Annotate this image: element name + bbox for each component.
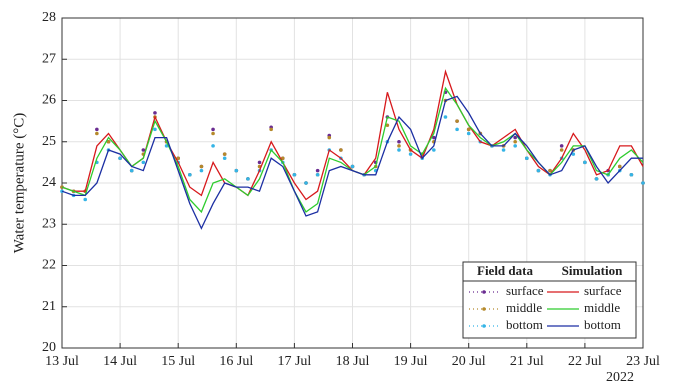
field-point	[548, 168, 552, 173]
x-tick-label: 17 Jul	[277, 354, 311, 369]
field-point	[304, 181, 308, 185]
field-point	[222, 156, 227, 161]
field-point	[153, 111, 157, 115]
x-tick-label: 23 Jul	[626, 354, 660, 369]
field-point	[234, 168, 239, 173]
field-point	[594, 177, 599, 181]
field-point	[432, 148, 436, 152]
legend-box	[462, 261, 637, 339]
field-point	[315, 168, 320, 173]
x-tick-label: 19 Jul	[394, 354, 428, 369]
field-point	[95, 131, 99, 136]
field-point	[257, 160, 262, 165]
field-point	[443, 115, 448, 119]
field-point	[141, 148, 146, 152]
legend-label: bottom	[506, 317, 543, 332]
field-point	[432, 135, 436, 140]
field-point	[339, 148, 343, 152]
legend-label: middle	[584, 300, 620, 315]
y-tick-label: 20	[42, 340, 56, 355]
field-point	[83, 197, 88, 202]
field-point	[292, 172, 297, 177]
field-point	[466, 127, 471, 132]
legend-label: middle	[506, 300, 542, 315]
field-point	[118, 156, 122, 161]
field-point	[222, 152, 227, 156]
field-point	[536, 168, 541, 173]
field-point	[455, 127, 459, 132]
x-tick-label: 16 Jul	[219, 354, 253, 369]
field-point	[199, 168, 204, 173]
legend-swatch	[482, 290, 486, 294]
field-point	[176, 156, 180, 161]
field-point	[466, 131, 471, 136]
field-point	[397, 144, 401, 148]
x-tick-label: 18 Jul	[336, 354, 370, 369]
y-tick-label: 25	[42, 134, 56, 149]
field-point	[211, 127, 215, 132]
legend-title: Field data	[477, 263, 533, 278]
field-point	[397, 148, 401, 152]
y-tick-label: 22	[42, 258, 56, 273]
legend-label: bottom	[584, 317, 621, 332]
x-tick-label: 22 Jul	[568, 354, 602, 369]
legend-label: surface	[506, 283, 544, 298]
field-point	[617, 164, 622, 169]
y-tick-label: 26	[42, 93, 56, 108]
field-point	[408, 152, 413, 156]
field-point	[385, 123, 390, 128]
x-tick-label: 15 Jul	[161, 354, 195, 369]
field-point	[629, 172, 634, 177]
x-tick-label: 20 Jul	[452, 354, 486, 369]
x-tick-label: 13 Jul	[45, 354, 79, 369]
field-point	[455, 119, 459, 123]
field-point	[153, 127, 157, 132]
field-point	[129, 168, 134, 173]
field-point	[211, 144, 215, 148]
legend-title: Simulation	[562, 263, 623, 278]
x-axis-year: 2022	[606, 370, 634, 385]
x-tick-label: 14 Jul	[103, 354, 137, 369]
y-axis-label: Water temperature (°C)	[11, 113, 27, 254]
field-point	[211, 131, 215, 136]
simulation-line	[61, 95, 643, 230]
field-point	[397, 139, 401, 144]
field-point	[501, 148, 506, 152]
field-point	[269, 127, 273, 132]
field-point	[513, 135, 517, 140]
field-point	[141, 160, 146, 165]
field-point	[559, 148, 564, 152]
legend-label: surface	[584, 283, 622, 298]
legend-swatch	[482, 307, 486, 311]
field-point	[559, 144, 564, 148]
y-tick-label: 27	[42, 51, 56, 66]
field-point	[513, 144, 517, 148]
y-tick-label: 23	[42, 216, 56, 231]
field-point	[106, 139, 111, 144]
field-point	[188, 172, 192, 177]
legend-swatch	[482, 324, 486, 328]
field-point	[571, 152, 576, 156]
field-point	[246, 177, 250, 181]
field-point	[95, 127, 99, 132]
y-tick-label: 24	[42, 175, 56, 190]
y-tick-label: 28	[42, 10, 56, 25]
field-point	[280, 156, 285, 161]
field-point	[199, 164, 204, 169]
field-point	[641, 181, 645, 185]
field-point	[583, 160, 587, 165]
x-tick-label: 21 Jul	[510, 354, 544, 369]
y-tick-label: 21	[42, 299, 56, 314]
field-point	[315, 172, 320, 177]
field-point	[525, 156, 529, 161]
field-point	[327, 135, 332, 140]
field-point	[350, 164, 355, 169]
field-point	[513, 139, 517, 144]
